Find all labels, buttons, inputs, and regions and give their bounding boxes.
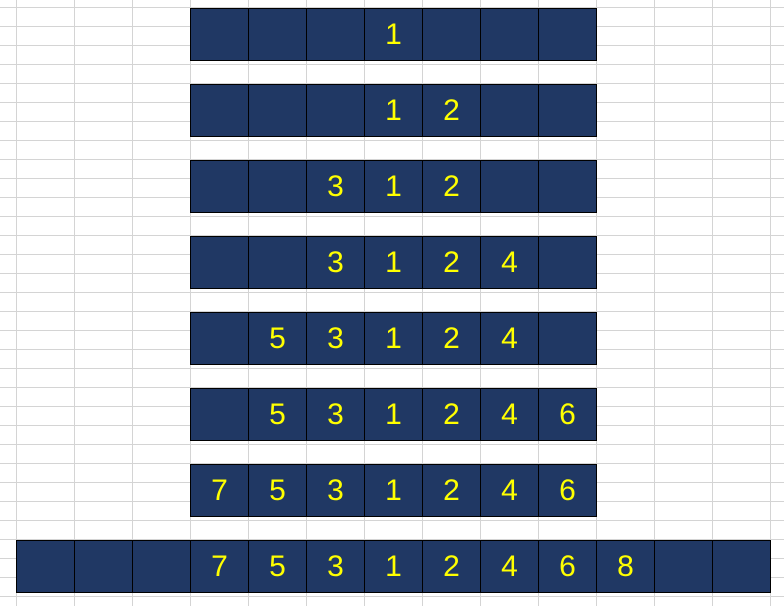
array-cell (248, 236, 307, 289)
array-cell (422, 8, 481, 61)
array-cell (538, 8, 597, 61)
array-cell (74, 540, 133, 593)
array-cell: 2 (422, 84, 481, 137)
array-cell: 1 (364, 236, 423, 289)
array-cell (712, 540, 771, 593)
array-row-1: 1 (190, 8, 597, 61)
array-cell (248, 84, 307, 137)
array-cell (190, 312, 249, 365)
array-cell (538, 160, 597, 213)
array-cell: 1 (364, 8, 423, 61)
array-cell (190, 236, 249, 289)
array-cell (538, 312, 597, 365)
array-cell: 1 (364, 388, 423, 441)
array-cell (480, 160, 539, 213)
array-cell (306, 84, 365, 137)
array-cell: 1 (364, 160, 423, 213)
array-cell: 4 (480, 540, 539, 593)
array-cell: 2 (422, 312, 481, 365)
array-cell (538, 84, 597, 137)
array-cell (16, 540, 75, 593)
array-cell: 4 (480, 388, 539, 441)
array-cell: 3 (306, 160, 365, 213)
array-cell: 2 (422, 236, 481, 289)
array-cell: 5 (248, 388, 307, 441)
array-cell: 6 (538, 464, 597, 517)
array-cell: 1 (364, 84, 423, 137)
array-cell (248, 160, 307, 213)
array-cell (190, 388, 249, 441)
array-cell: 2 (422, 388, 481, 441)
array-cell (654, 540, 713, 593)
array-cell: 2 (422, 540, 481, 593)
array-cell (306, 8, 365, 61)
array-cell: 1 (364, 312, 423, 365)
array-cell (190, 8, 249, 61)
array-cell (248, 8, 307, 61)
array-cell: 3 (306, 464, 365, 517)
array-cell: 1 (364, 464, 423, 517)
array-cell: 5 (248, 312, 307, 365)
array-cell: 4 (480, 464, 539, 517)
array-cell: 3 (306, 236, 365, 289)
array-cell (132, 540, 191, 593)
array-cell: 8 (596, 540, 655, 593)
array-cell: 3 (306, 388, 365, 441)
array-cell (480, 84, 539, 137)
array-cell: 7 (190, 464, 249, 517)
array-cell: 2 (422, 160, 481, 213)
array-cell: 6 (538, 388, 597, 441)
array-cell: 3 (306, 540, 365, 593)
array-cell: 7 (190, 540, 249, 593)
array-cell (190, 84, 249, 137)
array-cell: 2 (422, 464, 481, 517)
array-cell: 5 (248, 540, 307, 593)
array-cell: 5 (248, 464, 307, 517)
array-cell: 3 (306, 312, 365, 365)
array-cell (538, 236, 597, 289)
array-cell (480, 8, 539, 61)
array-cell (190, 160, 249, 213)
array-cell: 4 (480, 236, 539, 289)
array-cell: 6 (538, 540, 597, 593)
array-cell: 1 (364, 540, 423, 593)
array-cell: 4 (480, 312, 539, 365)
